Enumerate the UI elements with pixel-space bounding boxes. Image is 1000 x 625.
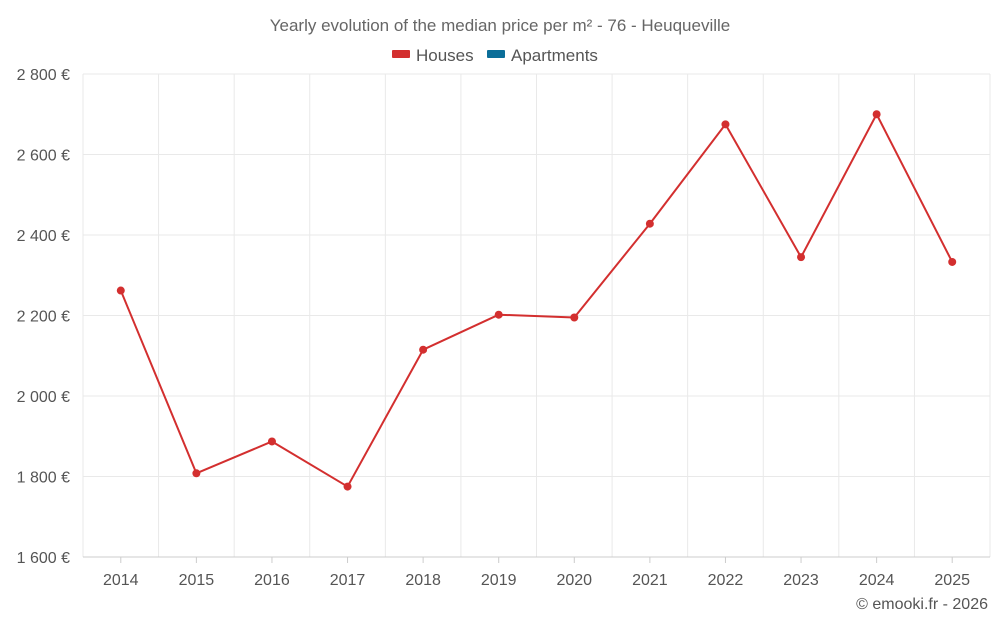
x-tick-label: 2021 bbox=[632, 572, 668, 589]
x-tick-label: 2014 bbox=[103, 572, 139, 589]
data-point-houses[interactable] bbox=[116, 286, 125, 295]
y-tick-label: 2 800 € bbox=[17, 67, 70, 84]
x-tick-label: 2018 bbox=[405, 572, 441, 589]
x-tick-label: 2022 bbox=[708, 572, 744, 589]
data-point-houses[interactable] bbox=[570, 313, 579, 322]
legend-label-houses: Houses bbox=[416, 46, 474, 65]
legend-item-houses[interactable]: Houses bbox=[392, 46, 474, 65]
series-line-houses bbox=[119, 113, 954, 488]
x-tick-label: 2020 bbox=[556, 572, 592, 589]
legend-swatch-apartments bbox=[487, 50, 505, 58]
chart-title: Yearly evolution of the median price per… bbox=[270, 16, 731, 35]
y-tick-label: 1 600 € bbox=[17, 550, 70, 567]
data-point-houses[interactable] bbox=[721, 120, 730, 129]
data-point-houses[interactable] bbox=[645, 219, 654, 228]
data-point-houses[interactable] bbox=[192, 469, 201, 478]
credit-text: © emooki.fr - 2026 bbox=[856, 596, 988, 613]
x-tick-label: 2019 bbox=[481, 572, 517, 589]
x-tick-label: 2015 bbox=[179, 572, 215, 589]
legend-item-apartments[interactable]: Apartments bbox=[487, 46, 598, 65]
data-point-houses[interactable] bbox=[948, 257, 957, 266]
data-point-houses[interactable] bbox=[494, 310, 503, 319]
x-tick-label: 2025 bbox=[934, 572, 970, 589]
legend-label-apartments: Apartments bbox=[511, 46, 598, 65]
series-layer bbox=[116, 110, 957, 491]
y-axis: 1 600 € 1 800 € 2 000 € 2 200 € 2 400 € 2 600… bbox=[17, 67, 70, 567]
data-point-houses[interactable] bbox=[419, 345, 428, 354]
y-tick-label: 2 600 € bbox=[17, 148, 70, 165]
data-point-houses[interactable] bbox=[343, 482, 352, 491]
y-tick-label: 2 400 € bbox=[17, 228, 70, 245]
y-tick-label: 2 000 € bbox=[17, 389, 70, 406]
y-tick-label: 2 200 € bbox=[17, 309, 70, 326]
x-tick-label: 2016 bbox=[254, 572, 290, 589]
data-point-houses[interactable] bbox=[267, 437, 276, 446]
x-tick-label: 2024 bbox=[859, 572, 895, 589]
x-tick-label: 2023 bbox=[783, 572, 819, 589]
x-tick-label: 2017 bbox=[330, 572, 366, 589]
legend-swatch-houses bbox=[392, 50, 410, 58]
x-axis: 2014 2015 2016 2017 2018 2019 2020 2021 2022 2023… bbox=[83, 556, 990, 589]
y-tick-label: 1 800 € bbox=[17, 470, 70, 487]
legend: Houses Apartments bbox=[392, 46, 598, 65]
data-point-houses[interactable] bbox=[797, 253, 806, 262]
data-point-houses[interactable] bbox=[872, 110, 881, 119]
